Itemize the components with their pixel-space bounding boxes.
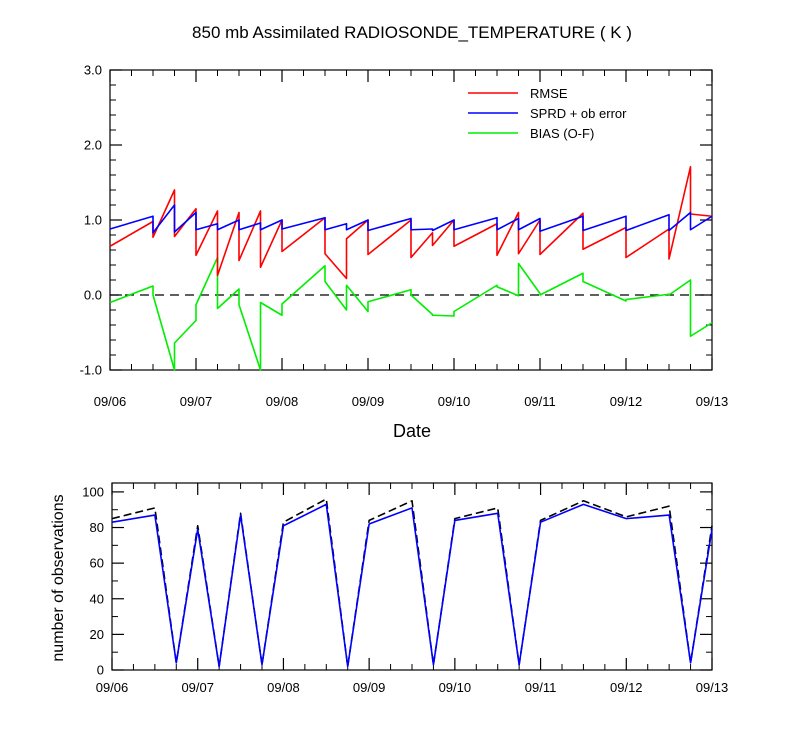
top-x-axis-label: Date [393,421,431,441]
x-tick-label: 09/11 [525,680,557,695]
y-tick-label: 0.0 [84,288,102,303]
y-tick-label: 1.0 [84,213,102,228]
series-line-sprd-ob-error [109,204,713,234]
y-tick-label: 20 [90,627,104,642]
y-tick-label: 40 [90,591,104,606]
series-line-rmse [109,165,713,280]
legend-label-bias: BIAS (O-F) [530,126,594,141]
top-panel: 850 mb Assimilated RADIOSONDE_TEMPERATUR… [80,23,729,441]
x-tick-label: 09/13 [696,680,729,695]
x-tick-label: 09/13 [696,394,729,409]
series-line-possible [111,498,713,668]
top-chart-title: 850 mb Assimilated RADIOSONDE_TEMPERATUR… [192,23,632,42]
y-tick-label: 2.0 [84,138,102,153]
x-tick-label: 09/09 [353,680,386,695]
legend-item-bias: BIAS (O-F) [468,126,594,141]
x-tick-label: 09/11 [524,394,556,409]
bottom-y-tick-labels: 0 20 40 60 80 100 [82,484,104,677]
x-tick-label: 09/06 [94,394,127,409]
bottom-ticks [111,483,713,671]
legend-item-sprd: SPRD + ob error [468,106,627,121]
series-line-bias-o-f [109,256,713,371]
x-tick-label: 09/06 [96,680,129,695]
bottom-y-axis-label: number of observations [50,494,67,661]
y-tick-label: -1.0 [80,363,102,378]
legend-label-rmse: RMSE [530,86,568,101]
top-ticks [109,69,713,371]
x-tick-label: 09/08 [266,394,299,409]
x-tick-label: 09/12 [610,680,643,695]
y-tick-label: 100 [82,484,104,499]
x-tick-label: 09/10 [438,394,471,409]
y-tick-label: 80 [90,520,104,535]
top-series-lines [109,165,713,371]
y-tick-label: 0 [97,663,104,678]
x-tick-label: 09/12 [610,394,643,409]
x-tick-label: 09/08 [267,680,300,695]
legend: RMSE SPRD + ob error BIAS (O-F) [468,86,627,141]
top-y-tick-labels: -1.0 0.0 1.0 2.0 3.0 [80,63,102,378]
legend-item-rmse: RMSE [468,86,568,101]
bottom-x-tick-labels: 09/06 09/07 09/08 09/09 09/10 09/11 09/12 09/13 [96,680,729,695]
y-tick-label: 3.0 [84,63,102,78]
x-tick-label: 09/07 [181,680,214,695]
series-line-assimilated [111,503,713,668]
x-tick-label: 09/09 [352,394,385,409]
x-tick-label: 09/10 [439,680,472,695]
x-tick-label: 09/07 [180,394,213,409]
y-tick-label: 60 [90,556,104,571]
bottom-series-lines [111,498,713,668]
legend-label-sprd: SPRD + ob error [530,106,627,121]
top-x-tick-labels: 09/06 09/07 09/08 09/09 09/10 09/11 09/12 09/13 [94,394,729,409]
